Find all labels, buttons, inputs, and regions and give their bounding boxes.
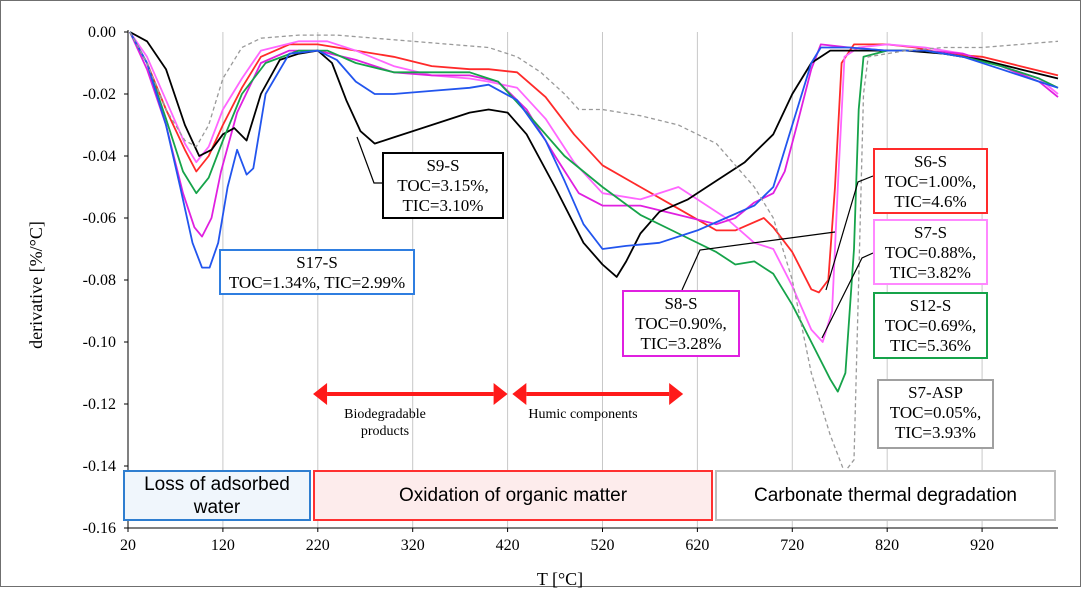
series-line-s7-asp	[129, 31, 1059, 473]
y-tick-label: 0.00	[88, 24, 116, 41]
callout-line: S17-S	[296, 253, 338, 272]
callout-line: TIC=3.10%	[402, 196, 484, 215]
callout-s8-s: S8-S TOC=0.90%, TIC=3.28%	[622, 290, 740, 357]
arrow-label-line: Humic components	[528, 407, 638, 422]
x-axis-label: T [°C]	[537, 569, 583, 589]
callout-line: S7-S	[913, 223, 948, 242]
y-tick-label: -0.10	[83, 334, 116, 351]
callout-s17-s: S17-S TOC=1.34%, TIC=2.99%	[219, 249, 415, 295]
callout-line: TOC=0.05%,	[889, 403, 982, 422]
callout-s6-s: S6-S TOC=1.00%, TIC=4.6%	[873, 148, 988, 214]
y-tick-label: -0.06	[83, 210, 116, 227]
range-arrow-head-left	[313, 383, 328, 405]
region-carbonate-thermal-degradation: Carbonate thermal degradation	[715, 470, 1056, 521]
callout-line: TIC=5.36%	[890, 336, 971, 355]
y-axis-label: derivative [%/°C]	[26, 221, 46, 349]
arrow-label-humic-components: Humic components	[518, 406, 648, 423]
region-label-line: Oxidation of organic matter	[398, 485, 628, 506]
leader-line-s8	[681, 231, 836, 291]
x-tick-label: 220	[306, 537, 330, 554]
callout-line: TIC=3.28%	[640, 334, 722, 353]
arrow-label-line: Biodegradable	[344, 407, 426, 422]
y-tick-label: -0.04	[83, 148, 116, 165]
callout-line: TIC=4.6%	[894, 192, 967, 211]
callout-s7-s: S7-S TOC=0.88%, TIC=3.82%	[873, 219, 988, 285]
x-tick-label: 620	[685, 537, 709, 554]
callout-line: TIC=3.93%	[895, 423, 976, 442]
series-line-s17-s	[129, 31, 1059, 269]
region-label-line: Loss of adsorbed	[144, 473, 290, 495]
region-label-line: water	[193, 496, 241, 518]
range-arrow-head-right	[493, 383, 508, 405]
y-tick-label: -0.16	[83, 520, 116, 537]
callout-s12-s: S12-S TOC=0.69%, TIC=5.36%	[873, 292, 988, 359]
callout-line: TOC=3.15%,	[397, 176, 489, 195]
leader-line-s6	[825, 175, 874, 291]
leader-line-s7	[821, 252, 874, 339]
y-tick-label: -0.12	[83, 396, 116, 413]
leader-line-s9	[356, 136, 382, 184]
callout-s9-s: S9-S TOC=3.15%, TIC=3.10%	[382, 152, 504, 219]
callout-line: TOC=0.88%,	[884, 243, 977, 262]
callout-line: S7-ASP	[908, 383, 963, 402]
callout-line: TOC=0.69%,	[884, 316, 977, 335]
y-tick-label: -0.02	[83, 86, 116, 103]
x-tick-label: 720	[780, 537, 804, 554]
series-line-s12-s	[129, 31, 1059, 393]
region-oxidation-of-organic-matter: Oxidation of organic matter	[313, 470, 713, 521]
x-tick-label: 420	[496, 537, 520, 554]
callout-line: S12-S	[909, 296, 952, 315]
x-tick-label: 120	[211, 537, 235, 554]
range-arrow-head-left	[512, 383, 527, 405]
x-tick-label: 20	[120, 537, 136, 554]
arrow-label-biodegradable-products: Biodegradable products	[330, 406, 440, 440]
callout-line: TOC=0.90%,	[635, 314, 727, 333]
y-tick-label: -0.14	[83, 458, 116, 475]
region-loss-of-adsorbed-water: Loss of adsorbed water	[123, 470, 311, 521]
range-arrow-head-right	[669, 383, 684, 405]
callout-s7-asp: S7-ASP TOC=0.05%, TIC=3.93%	[877, 379, 994, 449]
callout-line: S8-S	[664, 294, 698, 313]
region-label-line: Carbonate thermal degradation	[753, 485, 1017, 506]
y-tick-label: -0.08	[83, 272, 116, 289]
callout-line: TOC=1.00%,	[884, 172, 977, 191]
x-tick-label: 920	[970, 537, 994, 554]
x-tick-label: 320	[401, 537, 425, 554]
x-tick-label: 520	[590, 537, 614, 554]
x-tick-label: 820	[875, 537, 899, 554]
callout-line: TIC=3.82%	[890, 263, 971, 282]
callout-line: S6-S	[913, 152, 948, 171]
arrow-label-line: products	[360, 424, 410, 439]
callout-line: TOC=1.34%, TIC=2.99%	[228, 273, 406, 292]
callout-line: S9-S	[426, 156, 460, 175]
